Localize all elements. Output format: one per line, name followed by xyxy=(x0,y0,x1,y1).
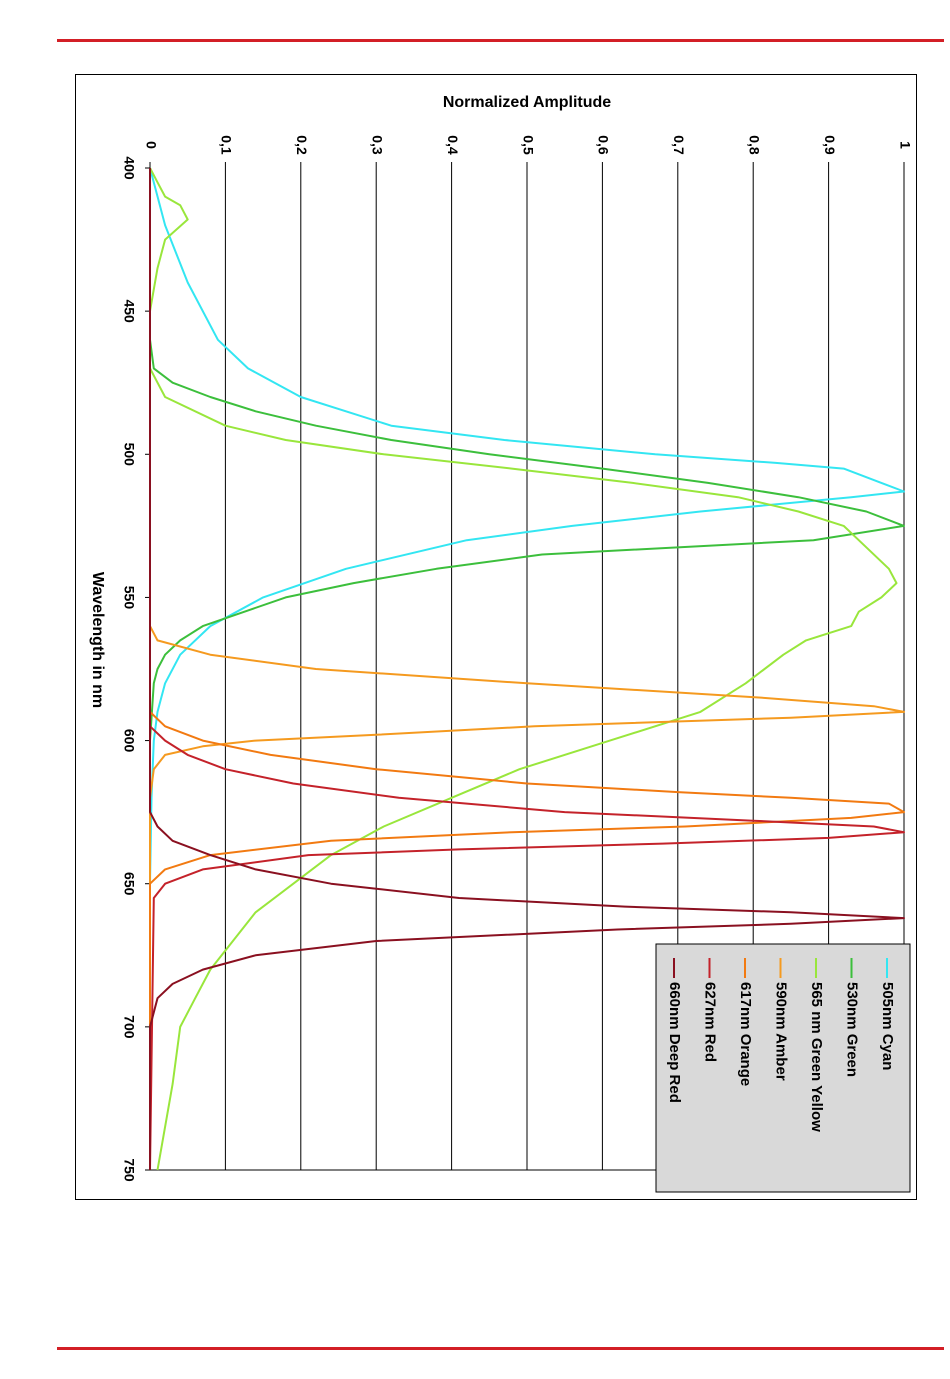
y-tick-label: 0,4 xyxy=(445,135,461,155)
x-tick-label: 450 xyxy=(121,299,137,323)
y-tick-label: 0,6 xyxy=(596,135,612,155)
y-tick-label: 0,7 xyxy=(671,135,687,155)
legend-label-530nm-green: 530nm Green xyxy=(844,982,861,1077)
x-tick-label: 750 xyxy=(121,1158,137,1182)
x-axis-ticks: 400 450 500 550 600 650 700 750 xyxy=(121,156,150,1182)
x-tick-label: 600 xyxy=(121,729,137,753)
y-tick-label: 0 xyxy=(143,141,159,149)
y-tick-label: 0,3 xyxy=(369,135,385,155)
series-line-530nm-green xyxy=(149,168,905,1170)
x-tick-label: 500 xyxy=(121,443,137,467)
chart-frame xyxy=(75,74,917,1200)
x-axis-title: Wavelength in nm xyxy=(89,572,106,708)
series-line-505nm-cyan xyxy=(149,167,905,1170)
legend-label-617nm-orange: 617nm Orange xyxy=(737,982,754,1086)
y-tick-label: 0,9 xyxy=(822,135,838,155)
legend-label-590nm-amber: 590nm Amber xyxy=(773,982,790,1081)
legend: 505nm Cyan 530nm Green 565 nm Green Yellow… xyxy=(655,943,911,1193)
legend-label-660nm-deep-red: 660nm Deep Red xyxy=(666,982,683,1103)
y-tick-label: 0,1 xyxy=(219,135,235,155)
legend-label-627nm-red: 627nm Red xyxy=(702,982,719,1062)
series-line-627nm-red xyxy=(149,168,905,1171)
header-rule xyxy=(57,39,944,42)
series-line-565-nm-green-yellow xyxy=(149,167,898,1171)
y-axis-ticks: 0 0,1 0,2 0,3 0,4 0,5 0,6 0,7 0,8 0,9 1 xyxy=(143,135,913,168)
x-tick-label: 650 xyxy=(121,872,137,896)
x-tick-label: 700 xyxy=(121,1015,137,1039)
y-tick-label: 0,5 xyxy=(520,135,536,155)
y-axis-title: Normalized Amplitude xyxy=(443,94,611,111)
x-tick-label: 400 xyxy=(121,156,137,180)
series-line-590nm-amber xyxy=(149,168,905,1170)
y-tick-label: 0,2 xyxy=(294,135,310,155)
footer-rule xyxy=(57,1347,944,1350)
x-tick-label: 550 xyxy=(121,586,137,610)
series-line-660nm-deep-red xyxy=(149,168,905,1170)
y-tick-label: 0,8 xyxy=(746,135,762,155)
legend-label-565-nm-green-yellow: 565 nm Green Yellow xyxy=(808,982,825,1132)
legend-box xyxy=(655,943,911,1193)
series-lines xyxy=(149,167,905,1171)
legend-label-505nm-cyan: 505nm Cyan xyxy=(879,982,896,1070)
y-tick-label: 1 xyxy=(897,141,913,149)
